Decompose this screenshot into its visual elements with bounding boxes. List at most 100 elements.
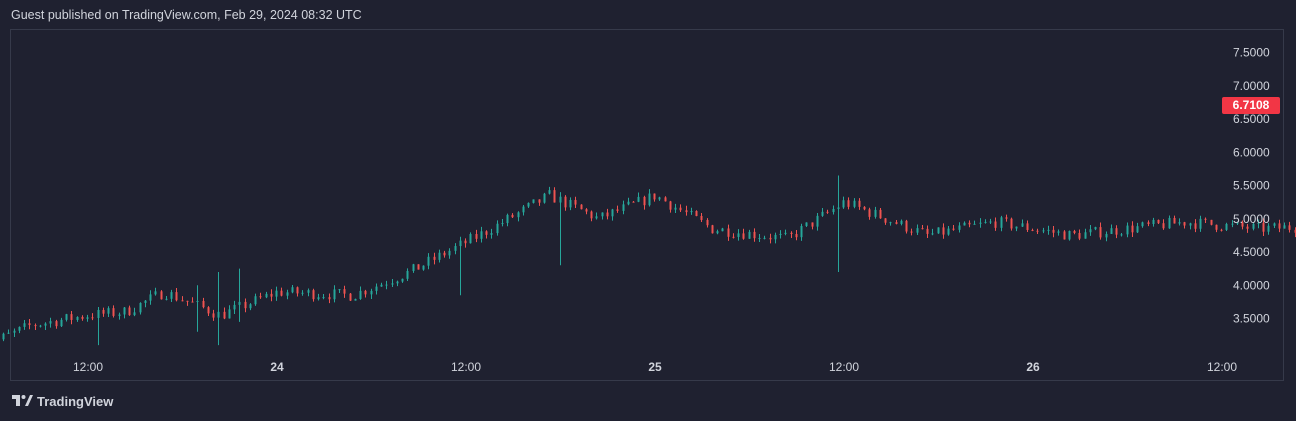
candle-body bbox=[1036, 230, 1039, 232]
candle-body bbox=[1147, 222, 1150, 225]
candle-body bbox=[275, 290, 278, 297]
candle-body bbox=[821, 211, 824, 216]
candle-body bbox=[317, 297, 320, 300]
candle-body bbox=[1267, 225, 1270, 232]
candle-body bbox=[1278, 223, 1281, 229]
candle-body bbox=[49, 321, 52, 324]
candle-body bbox=[149, 294, 152, 301]
candle-body bbox=[611, 209, 614, 217]
candle-body bbox=[1010, 218, 1013, 229]
y-tick-label: 6.0000 bbox=[1233, 145, 1270, 159]
candle-body bbox=[55, 321, 58, 327]
candle-body bbox=[700, 215, 703, 220]
candle-body bbox=[70, 314, 73, 320]
candle-body bbox=[107, 308, 110, 314]
candle-body bbox=[721, 228, 724, 232]
candle-body bbox=[1078, 232, 1081, 239]
candle-body bbox=[832, 208, 835, 213]
candle-body bbox=[842, 200, 845, 208]
candle-body bbox=[616, 209, 619, 211]
brand-footer[interactable]: TradingView bbox=[11, 393, 113, 409]
candle-body bbox=[259, 296, 262, 298]
candle-body bbox=[1026, 223, 1029, 230]
candle-body bbox=[805, 222, 808, 226]
candle-body bbox=[648, 193, 651, 206]
candle-body bbox=[601, 212, 604, 217]
y-tick-label: 3.5000 bbox=[1233, 312, 1270, 326]
candle-body bbox=[753, 231, 756, 239]
last-price-tag bbox=[1222, 96, 1280, 114]
candle-body bbox=[296, 287, 299, 294]
candle-body bbox=[401, 278, 404, 282]
candle-body bbox=[931, 233, 934, 235]
candle-body bbox=[291, 287, 294, 293]
candle-body bbox=[1210, 219, 1213, 225]
candle-body bbox=[1000, 217, 1003, 228]
candle-body bbox=[1231, 223, 1234, 225]
candle-body bbox=[380, 284, 383, 287]
candle-body bbox=[448, 250, 451, 256]
candle-body bbox=[396, 281, 399, 284]
candle-body bbox=[1220, 229, 1223, 231]
chart-frame[interactable] bbox=[10, 29, 1284, 381]
candle-body bbox=[811, 222, 814, 227]
candle-body bbox=[97, 309, 100, 318]
candle-body bbox=[674, 207, 677, 210]
candle-body bbox=[910, 231, 913, 233]
candle-body bbox=[984, 221, 987, 223]
candle-body bbox=[254, 296, 257, 305]
candle-body bbox=[286, 292, 289, 296]
candle-body bbox=[13, 330, 16, 333]
candle-body bbox=[7, 332, 10, 334]
candle-body bbox=[543, 193, 546, 203]
candle-body bbox=[737, 233, 740, 237]
candle-body bbox=[1199, 218, 1202, 229]
published-caption: Guest published on TradingView.com, Feb … bbox=[11, 8, 362, 22]
candle-body bbox=[1068, 230, 1071, 240]
candle-body bbox=[795, 233, 798, 238]
candle-body bbox=[1283, 225, 1286, 229]
candle-body bbox=[270, 293, 273, 297]
candle-body bbox=[1141, 222, 1144, 227]
candle-body bbox=[144, 300, 147, 303]
candles-layer bbox=[2, 175, 1296, 346]
candle-body bbox=[86, 317, 89, 319]
candle-body bbox=[191, 301, 194, 303]
candle-body bbox=[480, 231, 483, 239]
candle-body bbox=[485, 231, 488, 235]
candle-body bbox=[1252, 223, 1255, 229]
y-tick-label: 4.5000 bbox=[1233, 245, 1270, 259]
candle-body bbox=[989, 221, 992, 223]
candle-body bbox=[417, 264, 420, 270]
candle-body bbox=[837, 207, 840, 209]
candle-body bbox=[406, 270, 409, 279]
candle-body bbox=[186, 300, 189, 302]
candle-body bbox=[1063, 231, 1066, 240]
candle-body bbox=[695, 211, 698, 216]
tradingview-logo-icon bbox=[12, 395, 33, 406]
candle-body bbox=[28, 323, 31, 326]
last-price-label: 6.7108 bbox=[1233, 98, 1270, 112]
candle-body bbox=[926, 228, 929, 234]
candle-body bbox=[863, 206, 866, 210]
candle-body bbox=[1105, 233, 1108, 238]
candle-body bbox=[874, 209, 877, 217]
candle-body bbox=[1089, 229, 1092, 233]
candle-body bbox=[1120, 234, 1123, 236]
candle-body bbox=[1183, 222, 1186, 226]
candle-body bbox=[763, 237, 766, 239]
candle-body bbox=[1178, 222, 1181, 224]
candle-body bbox=[228, 309, 231, 319]
candle-body bbox=[574, 199, 577, 205]
candle-body bbox=[527, 202, 530, 207]
candle-body bbox=[1073, 230, 1076, 233]
x-tick-label: 12:00 bbox=[73, 360, 103, 374]
x-tick-label: 24 bbox=[270, 360, 284, 374]
candle-body bbox=[1052, 229, 1055, 233]
candle-body bbox=[1131, 225, 1134, 233]
candle-body bbox=[748, 231, 751, 239]
candle-body bbox=[102, 309, 105, 314]
candle-body bbox=[853, 200, 856, 207]
candle-body bbox=[133, 312, 136, 316]
